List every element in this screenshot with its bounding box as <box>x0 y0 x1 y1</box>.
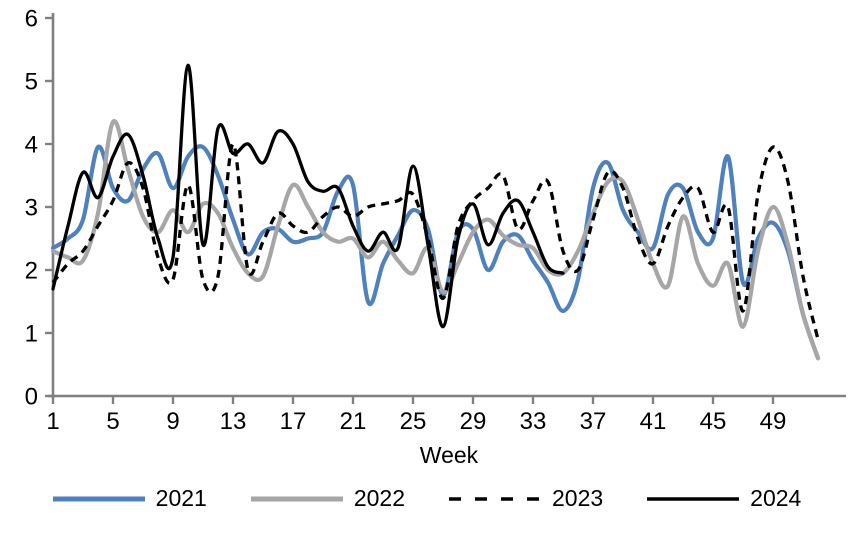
y-tick-label: 6 <box>25 6 38 33</box>
x-tick-label: 21 <box>340 408 367 435</box>
x-axis-title: Week <box>419 442 479 468</box>
legend-label: 2021 <box>155 485 207 511</box>
series-line-2023 <box>51 142 820 340</box>
legend-item-2021: 2021 <box>51 485 207 512</box>
legend-swatch-2021 <box>52 496 145 501</box>
legend-item-2023: 2023 <box>447 485 603 512</box>
x-tick-label: 37 <box>580 408 607 435</box>
x-tick-label: 33 <box>520 408 547 435</box>
x-tick-label: 1 <box>46 408 59 435</box>
legend-item-2024: 2024 <box>645 485 801 512</box>
y-tick-label: 5 <box>25 69 38 96</box>
x-tick-label: 25 <box>400 408 427 435</box>
y-tick-label: 0 <box>25 384 38 411</box>
x-tick-label: 41 <box>640 408 667 435</box>
x-tick-label: 45 <box>700 408 727 435</box>
y-tick-label: 4 <box>25 132 38 159</box>
series-line-2024 <box>51 63 565 329</box>
y-tick-label: 1 <box>25 321 38 348</box>
series-line-2021 <box>50 144 821 361</box>
legend-swatch-2023 <box>449 496 541 501</box>
x-tick-label: 17 <box>280 408 307 435</box>
legend-label: 2023 <box>552 485 604 511</box>
x-tick-label: 13 <box>220 408 247 435</box>
x-tick-label: 9 <box>166 408 179 435</box>
y-tick-label: 3 <box>25 195 38 222</box>
y-tick-label: 2 <box>25 258 38 285</box>
x-tick-label: 49 <box>760 408 787 435</box>
x-tick-label: 29 <box>460 408 487 435</box>
legend-item-2022: 2022 <box>249 485 405 512</box>
legend-swatch-2024 <box>647 496 740 501</box>
legend-swatch-2022 <box>250 496 343 501</box>
legend: 2021 2022 2023 2024 <box>0 485 852 512</box>
legend-label: 2022 <box>353 485 405 511</box>
x-tick-label: 5 <box>106 408 119 435</box>
legend-label: 2024 <box>750 485 802 511</box>
